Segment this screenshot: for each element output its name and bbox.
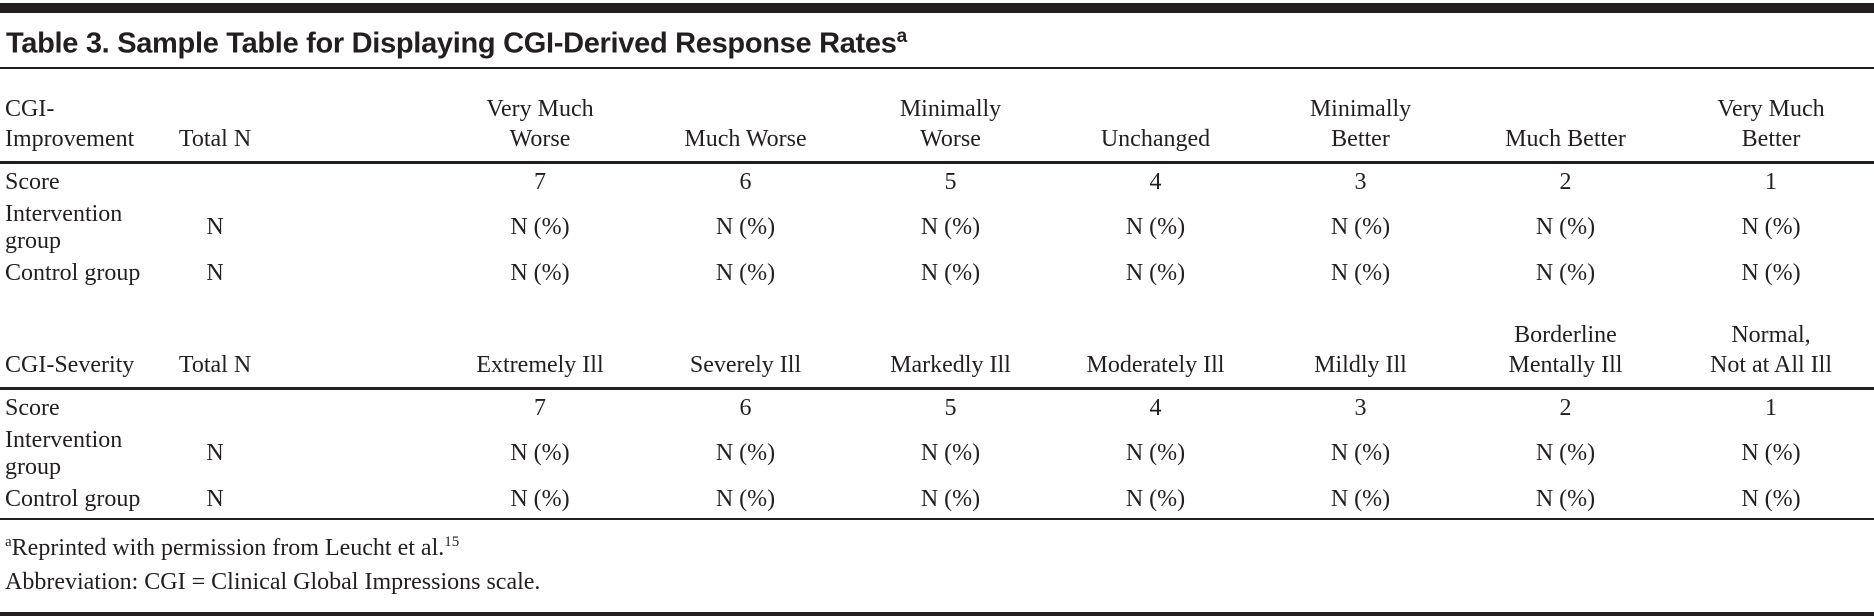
cell-value: N (%) bbox=[643, 480, 848, 520]
column-header: Very Much Better bbox=[1668, 68, 1874, 164]
cell-total-n: N bbox=[206, 440, 224, 467]
cell-value: N (%) bbox=[1741, 214, 1801, 241]
cell-value: 3 bbox=[1354, 168, 1367, 195]
cell-value: N (%) bbox=[1535, 259, 1596, 286]
cell-value: N (%) bbox=[510, 259, 570, 286]
cell-value: N (%) bbox=[1053, 480, 1258, 520]
cell-value: N (%) bbox=[1330, 440, 1391, 467]
cell-value: 2 bbox=[1559, 168, 1572, 195]
table-row-intervention: Intervention group N N (%) N (%) N (%) N… bbox=[0, 427, 1874, 481]
cell-value: 3 bbox=[1354, 394, 1367, 421]
cell-value: 4 bbox=[1149, 168, 1162, 195]
cell-value: N (%) bbox=[510, 214, 570, 241]
cell-value: N (%) bbox=[1125, 214, 1186, 241]
cell-value: 5 bbox=[944, 394, 957, 421]
row-label: Intervention group bbox=[5, 200, 123, 254]
cell-value: N (%) bbox=[1741, 259, 1801, 286]
cell-value: N (%) bbox=[715, 259, 776, 286]
section-spacer bbox=[0, 292, 1874, 318]
footnote-citation-number: 15 bbox=[444, 533, 460, 550]
table-row-score: Score 7 6 5 4 3 2 1 bbox=[0, 388, 1874, 427]
cell-value: N (%) bbox=[1258, 480, 1463, 520]
row-label: Control group bbox=[5, 259, 141, 286]
footnote-text: Reprinted with permission from Leucht et… bbox=[11, 534, 445, 561]
table-title: Table 3. Sample Table for Displaying CGI… bbox=[0, 13, 1874, 69]
cell-value: 7 bbox=[534, 168, 546, 195]
cell-value: 6 bbox=[739, 168, 752, 195]
column-header: Much Worse bbox=[643, 68, 848, 164]
cell-value: 2 bbox=[1559, 394, 1572, 421]
table-row-control: Control group N N (%) N (%) N (%) N (%) … bbox=[0, 480, 1874, 520]
footnotes: aReprinted with permission from Leucht e… bbox=[0, 520, 1874, 605]
column-header: Much Better bbox=[1463, 68, 1668, 164]
cell-value: N (%) bbox=[920, 214, 981, 241]
cell-value: N (%) bbox=[510, 440, 570, 467]
cell-value: N (%) bbox=[1330, 259, 1391, 286]
cell-value: N (%) bbox=[920, 440, 981, 467]
cell-value: 4 bbox=[1149, 394, 1162, 421]
footnote-abbreviation: Abbreviation: CGI = Clinical Global Impr… bbox=[5, 565, 1874, 599]
table-title-footnote-marker: a bbox=[896, 26, 908, 47]
footnote-text: Abbreviation: CGI = Clinical Global Impr… bbox=[5, 568, 541, 595]
cell-value: 6 bbox=[739, 394, 752, 421]
cell-total-n: N bbox=[170, 480, 260, 520]
cell-value: 1 bbox=[1765, 168, 1777, 195]
top-rule-bar bbox=[0, 3, 1874, 13]
column-header: Very Much Worse bbox=[260, 68, 643, 164]
column-header-total-n: Total N bbox=[170, 68, 260, 164]
improvement-section-label: CGI-Improvement bbox=[0, 68, 170, 164]
cell-value: N (%) bbox=[1741, 440, 1801, 467]
cell-value: N (%) bbox=[715, 214, 776, 241]
cell-total-n: N bbox=[206, 259, 224, 286]
cell-value: N (%) bbox=[1330, 214, 1391, 241]
cell-value: N (%) bbox=[1535, 214, 1596, 241]
row-label: Score bbox=[5, 394, 60, 421]
table-row-intervention: Intervention group N N (%) N (%) N (%) N… bbox=[0, 201, 1874, 255]
cell-value: N (%) bbox=[848, 480, 1053, 520]
column-header: Normal, Not at All Ill bbox=[1668, 317, 1874, 390]
column-header: Unchanged bbox=[1053, 68, 1258, 164]
cell-total-n bbox=[170, 162, 260, 201]
cell-value: N (%) bbox=[1125, 440, 1186, 467]
column-header: Markedly Ill bbox=[848, 317, 1053, 390]
bottom-rule-bar bbox=[0, 611, 1874, 616]
cell-value: N (%) bbox=[1668, 480, 1874, 520]
row-label: Intervention group bbox=[5, 426, 123, 480]
row-label: Score bbox=[5, 168, 60, 195]
column-header: Borderline Mentally Ill bbox=[1463, 317, 1668, 390]
cell-total-n: N bbox=[206, 214, 224, 241]
footnote-marker: a bbox=[5, 533, 12, 550]
cell-total-n bbox=[170, 388, 260, 427]
column-header: Severely Ill bbox=[643, 317, 848, 390]
table-row-control: Control group N N (%) N (%) N (%) N (%) … bbox=[0, 255, 1874, 292]
cell-value: N (%) bbox=[920, 259, 981, 286]
severity-header-row: CGI-Severity Total N Extremely Ill Sever… bbox=[0, 317, 1874, 390]
cell-value: N (%) bbox=[715, 440, 776, 467]
column-header: Extremely Ill bbox=[260, 317, 643, 390]
table-title-text: Table 3. Sample Table for Displaying CGI… bbox=[6, 27, 897, 60]
footnote-reprint: aReprinted with permission from Leucht e… bbox=[5, 525, 1874, 565]
improvement-header-row: CGI-Improvement Total N Very Much Worse … bbox=[0, 68, 1874, 164]
cell-value: 5 bbox=[944, 168, 957, 195]
cell-value: N (%) bbox=[260, 480, 643, 520]
column-header: Mildly Ill bbox=[1258, 317, 1463, 390]
column-header: Minimally Worse bbox=[848, 68, 1053, 164]
column-header: Minimally Better bbox=[1258, 68, 1463, 164]
cgi-response-rates-table: CGI-Improvement Total N Very Much Worse … bbox=[0, 68, 1874, 520]
column-header: Moderately Ill bbox=[1053, 317, 1258, 390]
table-row-score: Score 7 6 5 4 3 2 1 bbox=[0, 162, 1874, 201]
cell-value: N (%) bbox=[1535, 440, 1596, 467]
cell-value: N (%) bbox=[1125, 259, 1186, 286]
severity-section-label: CGI-Severity bbox=[0, 317, 170, 390]
row-label: Control group bbox=[0, 480, 170, 520]
cell-value: 7 bbox=[534, 394, 546, 421]
column-header-total-n: Total N bbox=[170, 317, 260, 390]
cell-value: N (%) bbox=[1463, 480, 1668, 520]
cell-value: 1 bbox=[1765, 394, 1777, 421]
